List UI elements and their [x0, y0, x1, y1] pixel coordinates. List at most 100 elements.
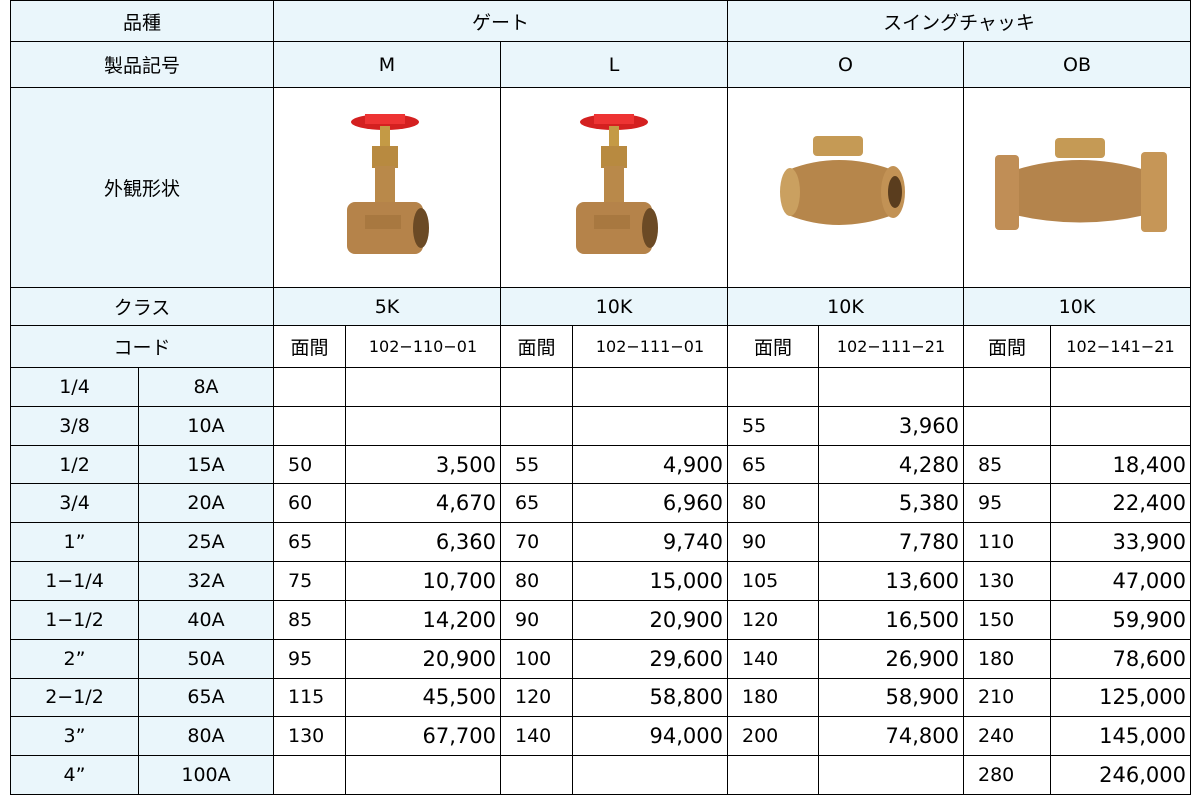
face-to-face: 90	[727, 522, 819, 563]
price: 26,900	[818, 638, 964, 679]
row-label: 製品記号	[10, 41, 274, 88]
price: 145,000	[1050, 716, 1191, 757]
face-to-face: 140	[727, 638, 819, 679]
face-to-face	[727, 367, 819, 407]
price: 3,960	[818, 405, 964, 446]
face-to-face: 140	[500, 716, 573, 757]
header-cell: 品種	[10, 0, 274, 42]
size-inch: 2”	[10, 638, 139, 679]
price	[1050, 367, 1191, 407]
price: 6,360	[345, 522, 501, 563]
face-to-face: 95	[273, 638, 346, 679]
group-header: スイングチャッキ	[727, 0, 1191, 42]
price: 5,380	[818, 483, 964, 524]
price	[572, 367, 728, 407]
row-label: クラス	[10, 287, 274, 326]
face-to-face: 180	[963, 638, 1051, 679]
item-code: 102−141−21	[1050, 325, 1191, 368]
face-to-face: 65	[273, 522, 346, 563]
price: 59,900	[1050, 599, 1191, 640]
product-code: M	[273, 41, 501, 88]
face-to-face: 240	[963, 716, 1051, 757]
face-to-face: 90	[500, 599, 573, 640]
row-label: コード	[10, 325, 274, 368]
size-inch: 1”	[10, 522, 139, 563]
price: 58,800	[572, 677, 728, 718]
face-to-face: 280	[963, 755, 1051, 795]
face-to-face: 130	[963, 561, 1051, 601]
size-a: 15A	[138, 444, 274, 485]
product-code: L	[500, 41, 728, 88]
face-to-face: 85	[273, 599, 346, 640]
size-a: 100A	[138, 755, 274, 795]
price: 74,800	[818, 716, 964, 757]
face-to-face: 75	[273, 561, 346, 601]
face-to-face	[273, 755, 346, 795]
face-label: 面間	[727, 325, 819, 368]
size-a: 25A	[138, 522, 274, 563]
size-a: 10A	[138, 405, 274, 446]
price	[345, 367, 501, 407]
face-to-face: 80	[727, 483, 819, 524]
product-class: 10K	[963, 287, 1191, 326]
face-to-face	[500, 367, 573, 407]
price: 14,200	[345, 599, 501, 640]
face-to-face	[727, 755, 819, 795]
face-to-face: 60	[273, 483, 346, 524]
face-to-face	[963, 405, 1051, 446]
price: 246,000	[1050, 755, 1191, 795]
face-to-face: 65	[727, 444, 819, 485]
size-inch: 3/8	[10, 405, 139, 446]
size-inch: 1/2	[10, 444, 139, 485]
check-valve-image	[995, 138, 1167, 232]
face-to-face: 55	[500, 444, 573, 485]
price: 45,500	[345, 677, 501, 718]
price: 67,700	[345, 716, 501, 757]
price: 9,740	[572, 522, 728, 563]
size-a: 8A	[138, 367, 274, 407]
product-class: 10K	[500, 287, 728, 326]
price: 20,900	[345, 638, 501, 679]
face-to-face: 100	[500, 638, 573, 679]
size-a: 50A	[138, 638, 274, 679]
price: 16,500	[818, 599, 964, 640]
face-to-face: 120	[500, 677, 573, 718]
row-label: 外観形状	[10, 87, 274, 288]
size-a: 20A	[138, 483, 274, 524]
product-code: OB	[963, 41, 1191, 88]
price: 4,280	[818, 444, 964, 485]
size-inch: 3/4	[10, 483, 139, 524]
product-class: 5K	[273, 287, 501, 326]
face-to-face: 80	[500, 561, 573, 601]
size-a: 80A	[138, 716, 274, 757]
face-to-face	[963, 367, 1051, 407]
product-class: 10K	[727, 287, 964, 326]
price: 15,000	[572, 561, 728, 601]
face-to-face	[500, 755, 573, 795]
price: 20,900	[572, 599, 728, 640]
face-label: 面間	[963, 325, 1051, 368]
face-to-face	[273, 405, 346, 446]
price: 10,700	[345, 561, 501, 601]
face-to-face: 115	[273, 677, 346, 718]
price: 125,000	[1050, 677, 1191, 718]
face-to-face: 200	[727, 716, 819, 757]
price	[818, 367, 964, 407]
face-to-face	[273, 367, 346, 407]
face-to-face: 70	[500, 522, 573, 563]
face-to-face: 105	[727, 561, 819, 601]
price: 29,600	[572, 638, 728, 679]
price: 58,900	[818, 677, 964, 718]
face-to-face: 130	[273, 716, 346, 757]
price: 3,500	[345, 444, 501, 485]
face-to-face: 150	[963, 599, 1051, 640]
price: 7,780	[818, 522, 964, 563]
price: 13,600	[818, 561, 964, 601]
price: 6,960	[572, 483, 728, 524]
price: 47,000	[1050, 561, 1191, 601]
size-inch: 4”	[10, 755, 139, 795]
face-to-face: 120	[727, 599, 819, 640]
face-to-face: 180	[727, 677, 819, 718]
face-label: 面間	[273, 325, 346, 368]
price: 4,670	[345, 483, 501, 524]
